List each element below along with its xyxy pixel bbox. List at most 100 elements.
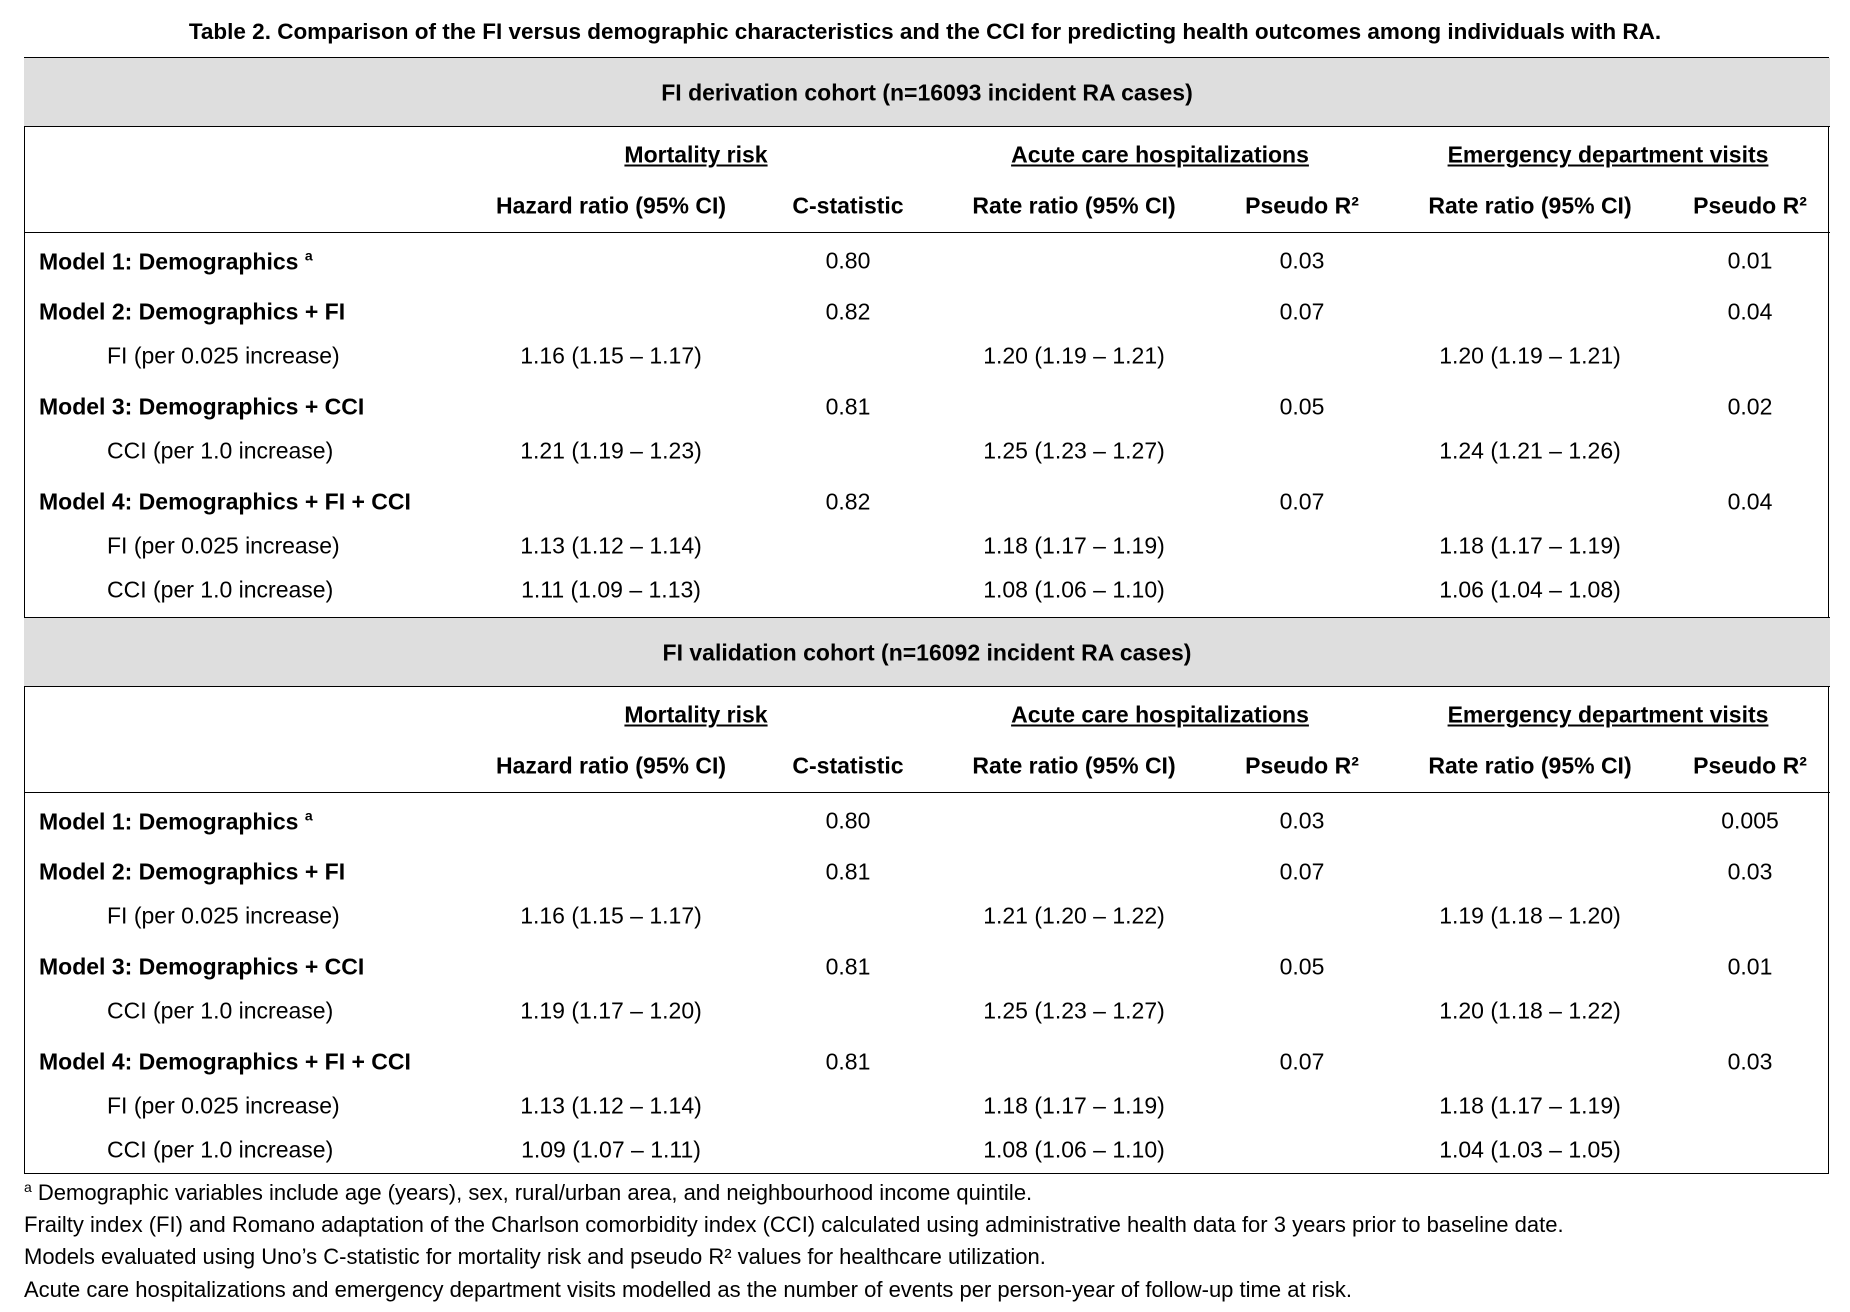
section-heading: FI derivation cohort (n=16093 incident R… (661, 79, 1193, 106)
row-label: CCI (per 1.0 increase) (107, 576, 334, 603)
column-header: Pseudo R² (1693, 192, 1807, 219)
section-heading: FI validation cohort (n=16092 incident R… (662, 639, 1192, 666)
row-label-text: FI (per 0.025 increase) (107, 902, 340, 929)
cell: 1.09 (1.07 – 1.11) (521, 1136, 701, 1163)
rule (24, 617, 1830, 618)
footnote-mark: a (304, 247, 313, 264)
row-label: Model 3: Demographics + CCI (39, 953, 365, 980)
rule (24, 232, 1830, 233)
cell: 0.01 (1727, 247, 1773, 274)
row-label: CCI (per 1.0 increase) (107, 997, 334, 1024)
cell: 1.18 (1.17 – 1.19) (983, 1092, 1165, 1119)
cell: 1.08 (1.06 – 1.10) (983, 1136, 1165, 1163)
cell: 0.07 (1279, 488, 1325, 515)
row-label-text: FI (per 0.025 increase) (107, 342, 340, 369)
cell: 1.20 (1.19 – 1.21) (983, 342, 1165, 369)
column-header: Hazard ratio (95% CI) (495, 752, 727, 779)
footnote-mark: a (24, 1178, 32, 1195)
group-header: Mortality risk (624, 141, 768, 168)
column-header: Hazard ratio (95% CI) (495, 192, 727, 219)
cell: 1.13 (1.12 – 1.14) (520, 532, 702, 559)
cell: 0.04 (1727, 488, 1773, 515)
cell: 0.81 (825, 1048, 871, 1075)
cell: 1.24 (1.21 – 1.26) (1439, 437, 1621, 464)
row-label: FI (per 0.025 increase) (107, 342, 340, 369)
column-header: C-statistic (792, 752, 904, 779)
row-label: FI (per 0.025 increase) (107, 1092, 340, 1119)
cell: 1.20 (1.19 – 1.21) (1439, 342, 1621, 369)
row-label-text: Model 3: Demographics + CCI (39, 953, 365, 980)
footnote: Frailty index (FI) and Romano adaptation… (24, 1214, 1564, 1236)
row-label: CCI (per 1.0 increase) (107, 437, 334, 464)
cell: 0.80 (825, 247, 871, 274)
row-label-text: Model 2: Demographics + FI (39, 298, 346, 325)
cell: 0.07 (1279, 298, 1325, 325)
cell: 1.08 (1.06 – 1.10) (983, 576, 1165, 603)
cell: 1.04 (1.03 – 1.05) (1439, 1136, 1621, 1163)
footnote-text: Demographic variables include age (years… (37, 1180, 1033, 1206)
row-label: CCI (per 1.0 increase) (107, 1138, 333, 1162)
cell: 0.80 (825, 807, 871, 834)
column-header: Pseudo R² (1245, 192, 1359, 219)
cell: 0.01 (1727, 953, 1773, 980)
cell: 1.19 (1.17 – 1.20) (520, 997, 702, 1024)
row-label-text: Model 1: Demographics (39, 248, 299, 275)
row-label-text: Model 4: Demographics + FI + CCI (39, 1048, 411, 1075)
column-header: Rate ratio (95% CI) (1428, 192, 1632, 219)
cell: 0.005 (1721, 807, 1779, 834)
cell: 0.05 (1279, 953, 1325, 980)
cell: 0.81 (825, 953, 871, 980)
group-header: Emergency department visits (1447, 141, 1769, 168)
column-header: Pseudo R² (1245, 752, 1359, 779)
cell: 1.06 (1.04 – 1.08) (1439, 576, 1621, 603)
cell: 1.18 (1.17 – 1.19) (1439, 1092, 1621, 1119)
cell: 0.82 (825, 298, 871, 325)
cell: 0.82 (825, 488, 871, 515)
rule (24, 792, 1830, 793)
table-title: Table 2. Comparison of the FI versus dem… (188, 18, 1662, 44)
footnote-mark: a (304, 807, 313, 824)
cell: 0.03 (1279, 247, 1325, 274)
cell: 0.07 (1279, 858, 1325, 885)
footnote-text: Frailty index (FI) and Romano adaptation… (24, 1212, 1564, 1237)
cell: 0.05 (1279, 393, 1325, 420)
cell: 1.18 (1.17 – 1.19) (983, 532, 1165, 559)
cell: 0.81 (825, 858, 871, 885)
column-header: C-statistic (792, 192, 904, 219)
cell: 1.20 (1.18 – 1.22) (1439, 997, 1621, 1024)
group-header: Emergency department visits (1447, 701, 1769, 728)
cell: 1.19 (1.18 – 1.20) (1439, 902, 1621, 929)
row-label-text: Model 2: Demographics + FI (39, 858, 346, 885)
row-label: Model 3: Demographics + CCI (39, 393, 365, 420)
cell: 1.13 (1.12 – 1.14) (520, 1092, 702, 1119)
row-label: FI (per 0.025 increase) (107, 902, 340, 929)
cell: 1.16 (1.15 – 1.17) (520, 902, 702, 929)
section-band (24, 58, 1830, 127)
footnote-text: Acute care hospitalizations and emergenc… (24, 1277, 1352, 1302)
cell: 0.81 (825, 393, 871, 420)
cell: 1.25 (1.23 – 1.27) (983, 997, 1165, 1024)
cell: 1.21 (1.20 – 1.22) (983, 902, 1165, 929)
row-label: Model 1: Demographics a (39, 249, 313, 274)
cell: 1.11 (1.09 – 1.13) (521, 576, 701, 603)
table-border (24, 57, 1829, 1174)
column-header: Rate ratio (95% CI) (972, 752, 1176, 779)
group-header: Acute care hospitalizations (1011, 701, 1309, 728)
row-label-text: FI (per 0.025 increase) (107, 1092, 340, 1119)
cell: 0.03 (1279, 807, 1325, 834)
row-label-text: Model 3: Demographics + CCI (39, 393, 365, 420)
cell: 1.21 (1.19 – 1.23) (520, 437, 702, 464)
cell: 0.07 (1279, 1048, 1325, 1075)
row-label: FI (per 0.025 increase) (107, 534, 340, 558)
row-label: Model 2: Demographics + FI (39, 858, 346, 885)
row-label-text: CCI (per 1.0 increase) (107, 997, 334, 1024)
cell: 0.04 (1727, 298, 1773, 325)
row-label-text: CCI (per 1.0 increase) (107, 437, 334, 464)
row-label-text: Model 1: Demographics (39, 808, 299, 835)
cell: 0.03 (1727, 858, 1773, 885)
column-header: Pseudo R² (1693, 752, 1807, 779)
section-band (24, 618, 1830, 687)
row-label: Model 1: Demographics a (39, 809, 313, 834)
row-label-text: CCI (per 1.0 increase) (107, 576, 334, 603)
